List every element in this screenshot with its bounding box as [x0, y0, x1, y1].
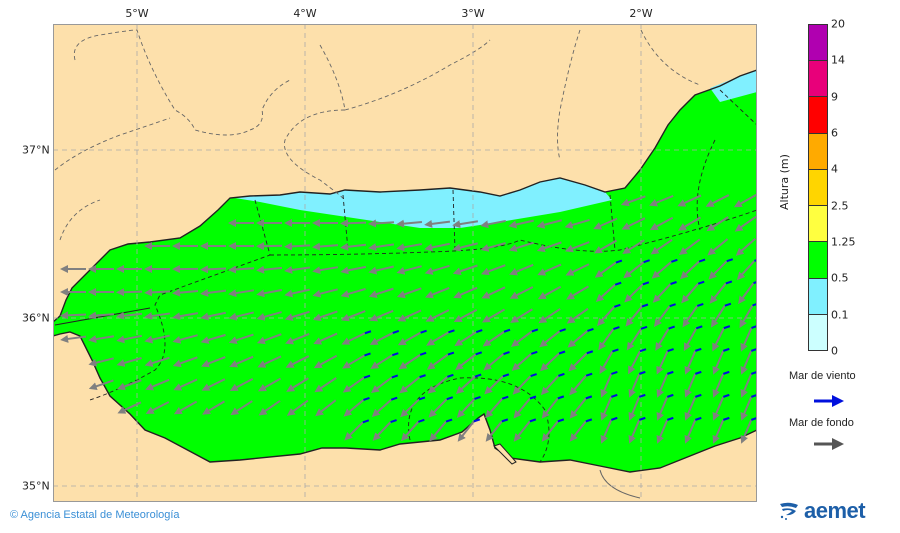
longitude-label: 4°W: [293, 7, 317, 20]
colorbar-tick-label: 20: [831, 17, 845, 31]
colorbar-segment: [809, 314, 827, 350]
colorbar-tick-label: 0: [831, 344, 838, 358]
longitude-label: 5°W: [125, 7, 149, 20]
colorbar-tick-label: 4: [831, 162, 838, 176]
colorbar-tick-label: 6: [831, 126, 838, 140]
colorbar-segment: [809, 169, 827, 207]
colorbar-segment: [809, 97, 827, 134]
colorbar-tick-label: 14: [831, 53, 845, 67]
legend-swell-label: Mar de fondo: [789, 417, 854, 429]
credit-text: © Agencia Estatal de Meteorología: [10, 509, 180, 521]
latitude-label: 35°N: [22, 479, 50, 493]
colorbar-segment: [809, 25, 827, 62]
colorbar-segment: [809, 206, 827, 243]
sea-area-cyan: [235, 178, 612, 228]
coastline: [53, 69, 757, 323]
colorbar-tick-label: 1.25: [831, 235, 856, 249]
colorbar-tick-label: 0.5: [831, 271, 849, 285]
colorbar-tick-label: 2.5: [831, 199, 849, 213]
latitude-label: 36°N: [22, 311, 50, 325]
colorbar-tick-label: 0.1: [831, 308, 849, 322]
colorbar-title: Altura (m): [778, 154, 791, 210]
wave-direction-arrows: [60, 193, 757, 444]
wind-sea-arrow-icon: [814, 395, 844, 407]
logo-text: aemet: [804, 498, 866, 523]
longitude-label: 2°W: [629, 7, 653, 20]
aemet-logo[interactable]: aemet: [778, 498, 866, 523]
aemet-swirl-icon: [780, 502, 798, 520]
colorbar-segment: [809, 133, 827, 170]
swell-arrow-icon: [814, 438, 844, 450]
colorbar-segment: [809, 278, 827, 315]
wave-height-map[interactable]: [53, 24, 757, 502]
legend-wind-sea-label: Mar de viento: [789, 370, 856, 382]
longitude-label: 3°W: [461, 7, 485, 20]
colorbar-tick-label: 9: [831, 90, 838, 104]
colorbar-segment: [809, 242, 827, 279]
copyright-credit: © Agencia Estatal de Meteorología: [10, 509, 180, 521]
latitude-label: 37°N: [22, 143, 50, 157]
colorbar-segment: [809, 61, 827, 98]
wave-height-colorbar: [808, 24, 828, 351]
map-canvas: [53, 24, 757, 502]
